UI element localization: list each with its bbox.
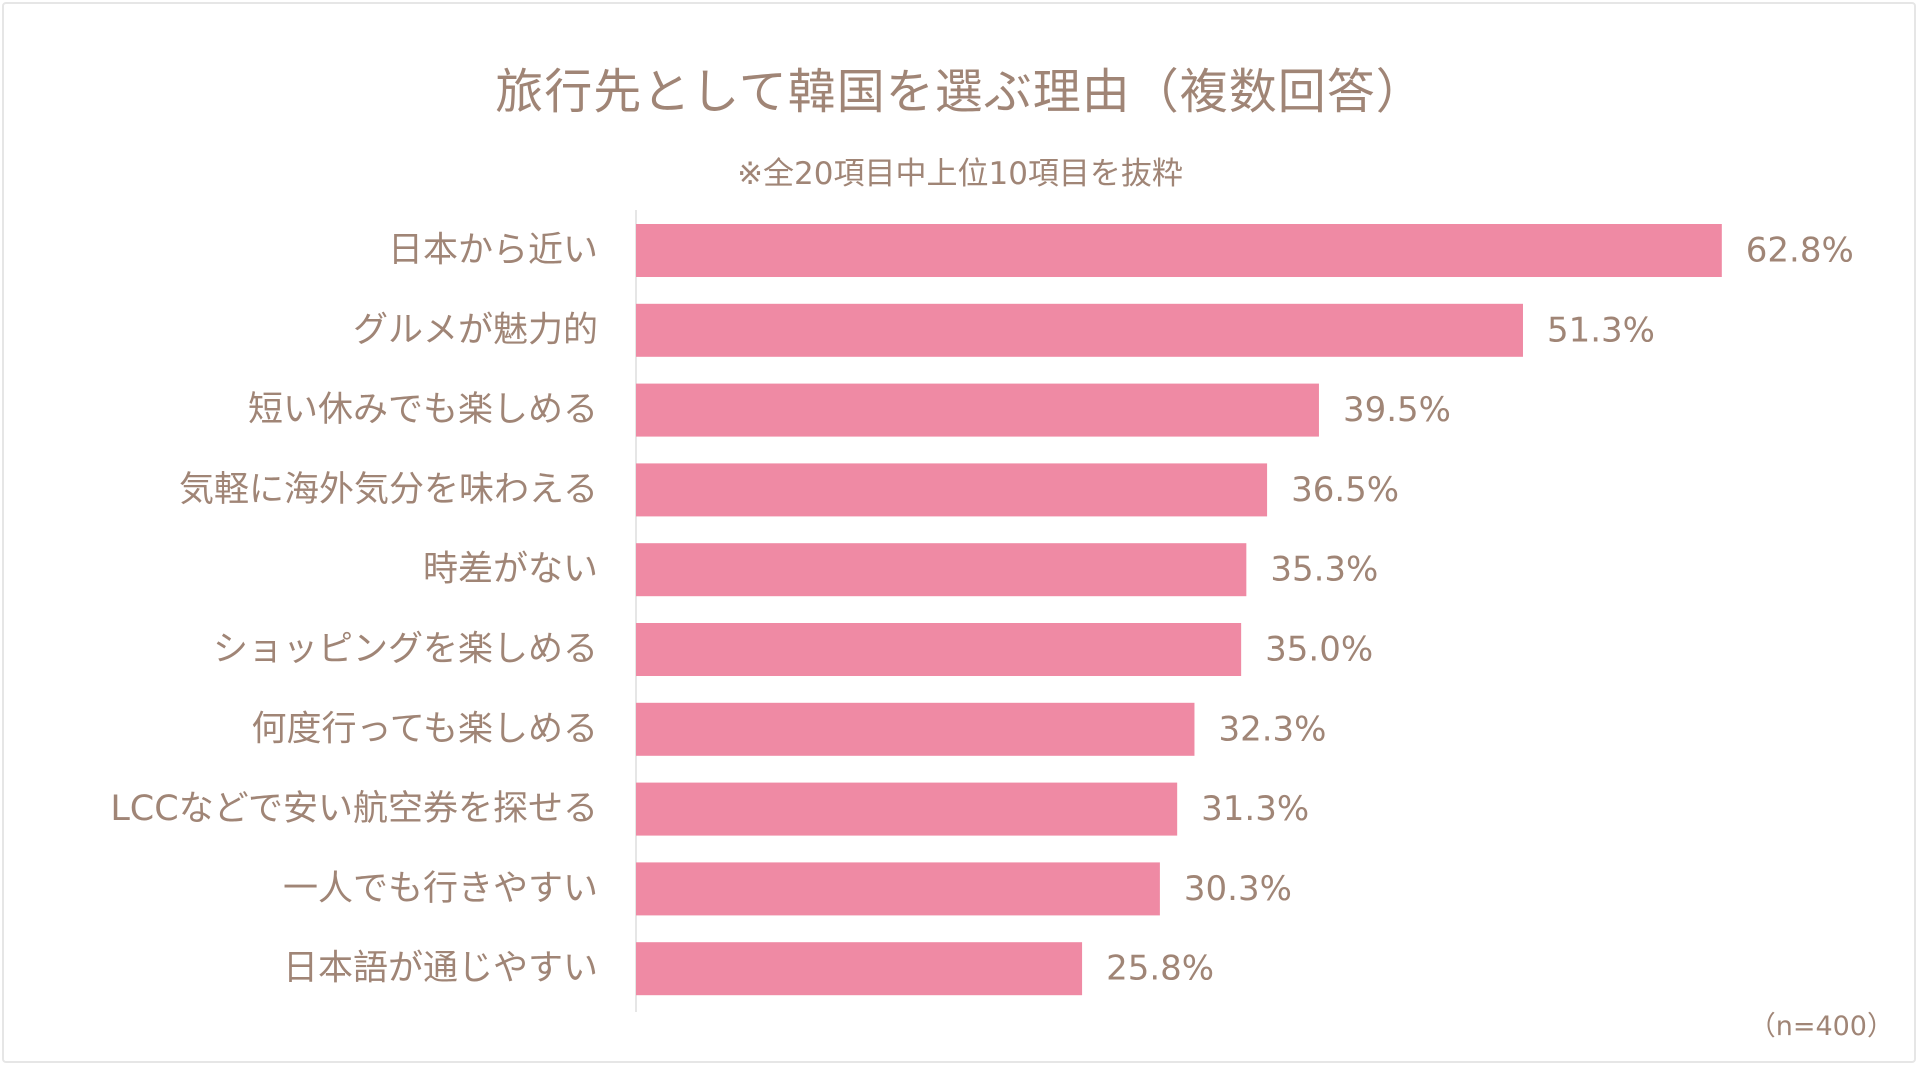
bar	[636, 702, 1195, 756]
value-label: 32.3%	[1218, 709, 1326, 749]
value-label: 51.3%	[1547, 310, 1655, 350]
bar	[636, 383, 1319, 437]
sample-size-note: （n=400）	[1748, 1011, 1894, 1042]
category-label: 日本から近い	[388, 231, 598, 271]
value-label: 25.8%	[1106, 949, 1214, 989]
bar	[636, 303, 1523, 357]
chart-subtitle: ※全20項目中上位10項目を抜粋	[737, 156, 1183, 192]
category-label: 時差がない	[423, 550, 598, 590]
value-label: 62.8%	[1746, 231, 1854, 271]
value-label: 35.3%	[1270, 550, 1378, 590]
category-label: LCCなどで安い航空券を探せる	[110, 789, 598, 829]
category-label: 日本語が通じやすい	[283, 949, 598, 989]
value-label: 35.0%	[1265, 630, 1373, 670]
bar	[636, 543, 1247, 597]
bar	[636, 862, 1160, 916]
value-label: 31.3%	[1201, 789, 1309, 829]
bar	[636, 942, 1083, 996]
category-label: 一人でも行きやすい	[283, 869, 598, 909]
bar	[636, 623, 1242, 676]
category-label: 気軽に海外気分を味わえる	[179, 470, 598, 510]
chart-title: 旅行先として韓国を選ぶ理由（複数回答）	[495, 64, 1425, 120]
bar	[636, 463, 1268, 517]
category-label: グルメが魅力的	[353, 310, 598, 350]
category-label: ショッピングを楽しめる	[213, 630, 598, 670]
value-label: 39.5%	[1343, 390, 1451, 430]
bar	[636, 224, 1722, 277]
category-label: 短い休みでも楽しめる	[248, 390, 598, 430]
value-label: 36.5%	[1291, 470, 1399, 510]
category-label: 何度行っても楽しめる	[251, 709, 598, 749]
bar	[636, 782, 1178, 836]
value-label: 30.3%	[1184, 869, 1292, 909]
